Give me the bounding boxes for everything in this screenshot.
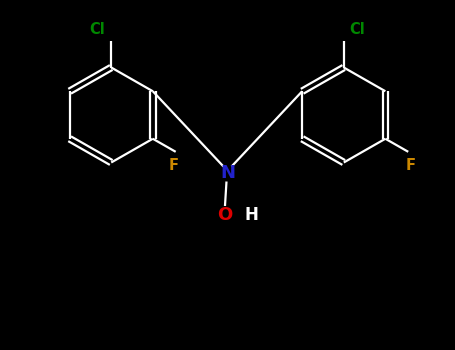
Text: F: F bbox=[406, 158, 416, 173]
Text: F: F bbox=[168, 158, 178, 173]
Text: O: O bbox=[217, 206, 233, 224]
Text: N: N bbox=[220, 163, 235, 182]
Text: Cl: Cl bbox=[349, 22, 364, 37]
Text: H: H bbox=[244, 206, 258, 224]
Text: Cl: Cl bbox=[89, 22, 105, 37]
